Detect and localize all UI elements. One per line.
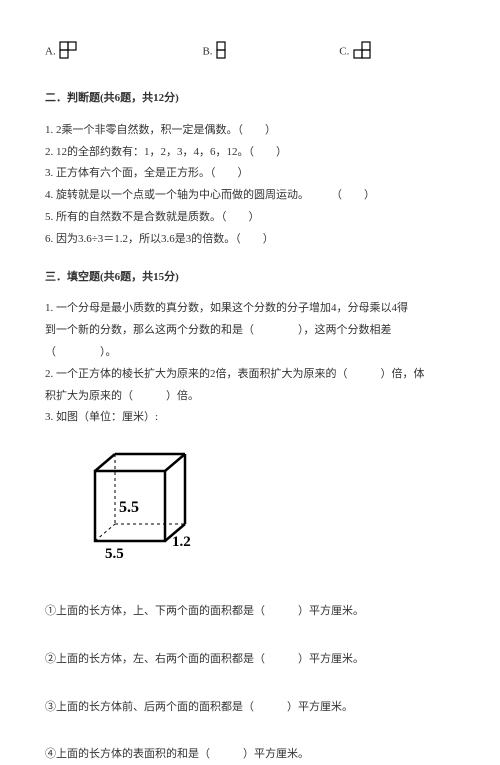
shape-c-icon [352,40,376,64]
s2-q4: 4. 旋转就是以一个点或一个轴为中心而做的圆周运动。 （ ） [45,186,455,206]
s2-q5: 5. 所有的自然数不是合数就是质数。（ ） [45,208,455,228]
s3-sub4: ④上面的长方体的表面积的和是（ ）平方厘米。 [45,745,455,765]
option-a-label: A. [45,46,56,58]
s2-q6: 6. 因为3.6÷3＝1.2，所以3.6是3的倍数。（ ） [45,230,455,250]
s3-q1-l3: （ ）。 [45,343,455,363]
s3-sub2: ②上面的长方体，左、右两个面的面积都是（ ）平方厘米。 [45,650,455,670]
s2-q2: 2. 12的全部约数有：1，2，3，4，6，12。（ ） [45,143,455,163]
shape-b-icon [215,40,229,64]
option-a: A. [45,40,82,64]
cube-side-label: 5.5 [119,499,139,516]
s3-sub3: ③上面的长方体前、后两个面的面积都是（ ）平方厘米。 [45,698,455,718]
s3-sub1: ①上面的长方体，上、下两个面的面积都是（ ）平方厘米。 [45,602,455,622]
s3-q2-l2: 积扩大为原来的（ ）倍。 [45,387,455,407]
option-c-label: C. [339,46,349,58]
cube-icon: 5.5 5.5 1.2 [75,446,205,566]
s3-q1-l2: 到一个新的分数，那么这两个分数的和是（ ），这两个分数相差 [45,321,455,341]
section3-title: 三．填空题(共6题，共15分) [45,268,455,288]
option-b: B. [202,40,229,64]
option-b-label: B. [202,46,212,58]
s3-q2-l1: 2. 一个正方体的棱长扩大为原来的2倍，表面积扩大为原来的（ ）倍，体 [45,365,455,385]
s2-q1: 1. 2乘一个非零自然数，积一定是偶数。（ ） [45,121,455,141]
option-c: C. [339,40,376,64]
section2-title: 二．判断题(共6题，共12分) [45,89,455,109]
shape-a-icon [58,40,82,64]
cube-figure: 5.5 5.5 1.2 [75,446,455,574]
s2-q3: 3. 正方体有六个面，全是正方形。（ ） [45,164,455,184]
s3-q1-l1: 1. 一个分母是最小质数的真分数，如果这个分数的分子增加4，分母乘以4得 [45,299,455,319]
cube-bottom-label: 5.5 [105,546,124,562]
options-row: A. B. C. [45,40,455,64]
s3-q3-l1: 3. 如图（单位：厘米）: [45,408,455,428]
cube-depth-label: 1.2 [172,534,191,550]
